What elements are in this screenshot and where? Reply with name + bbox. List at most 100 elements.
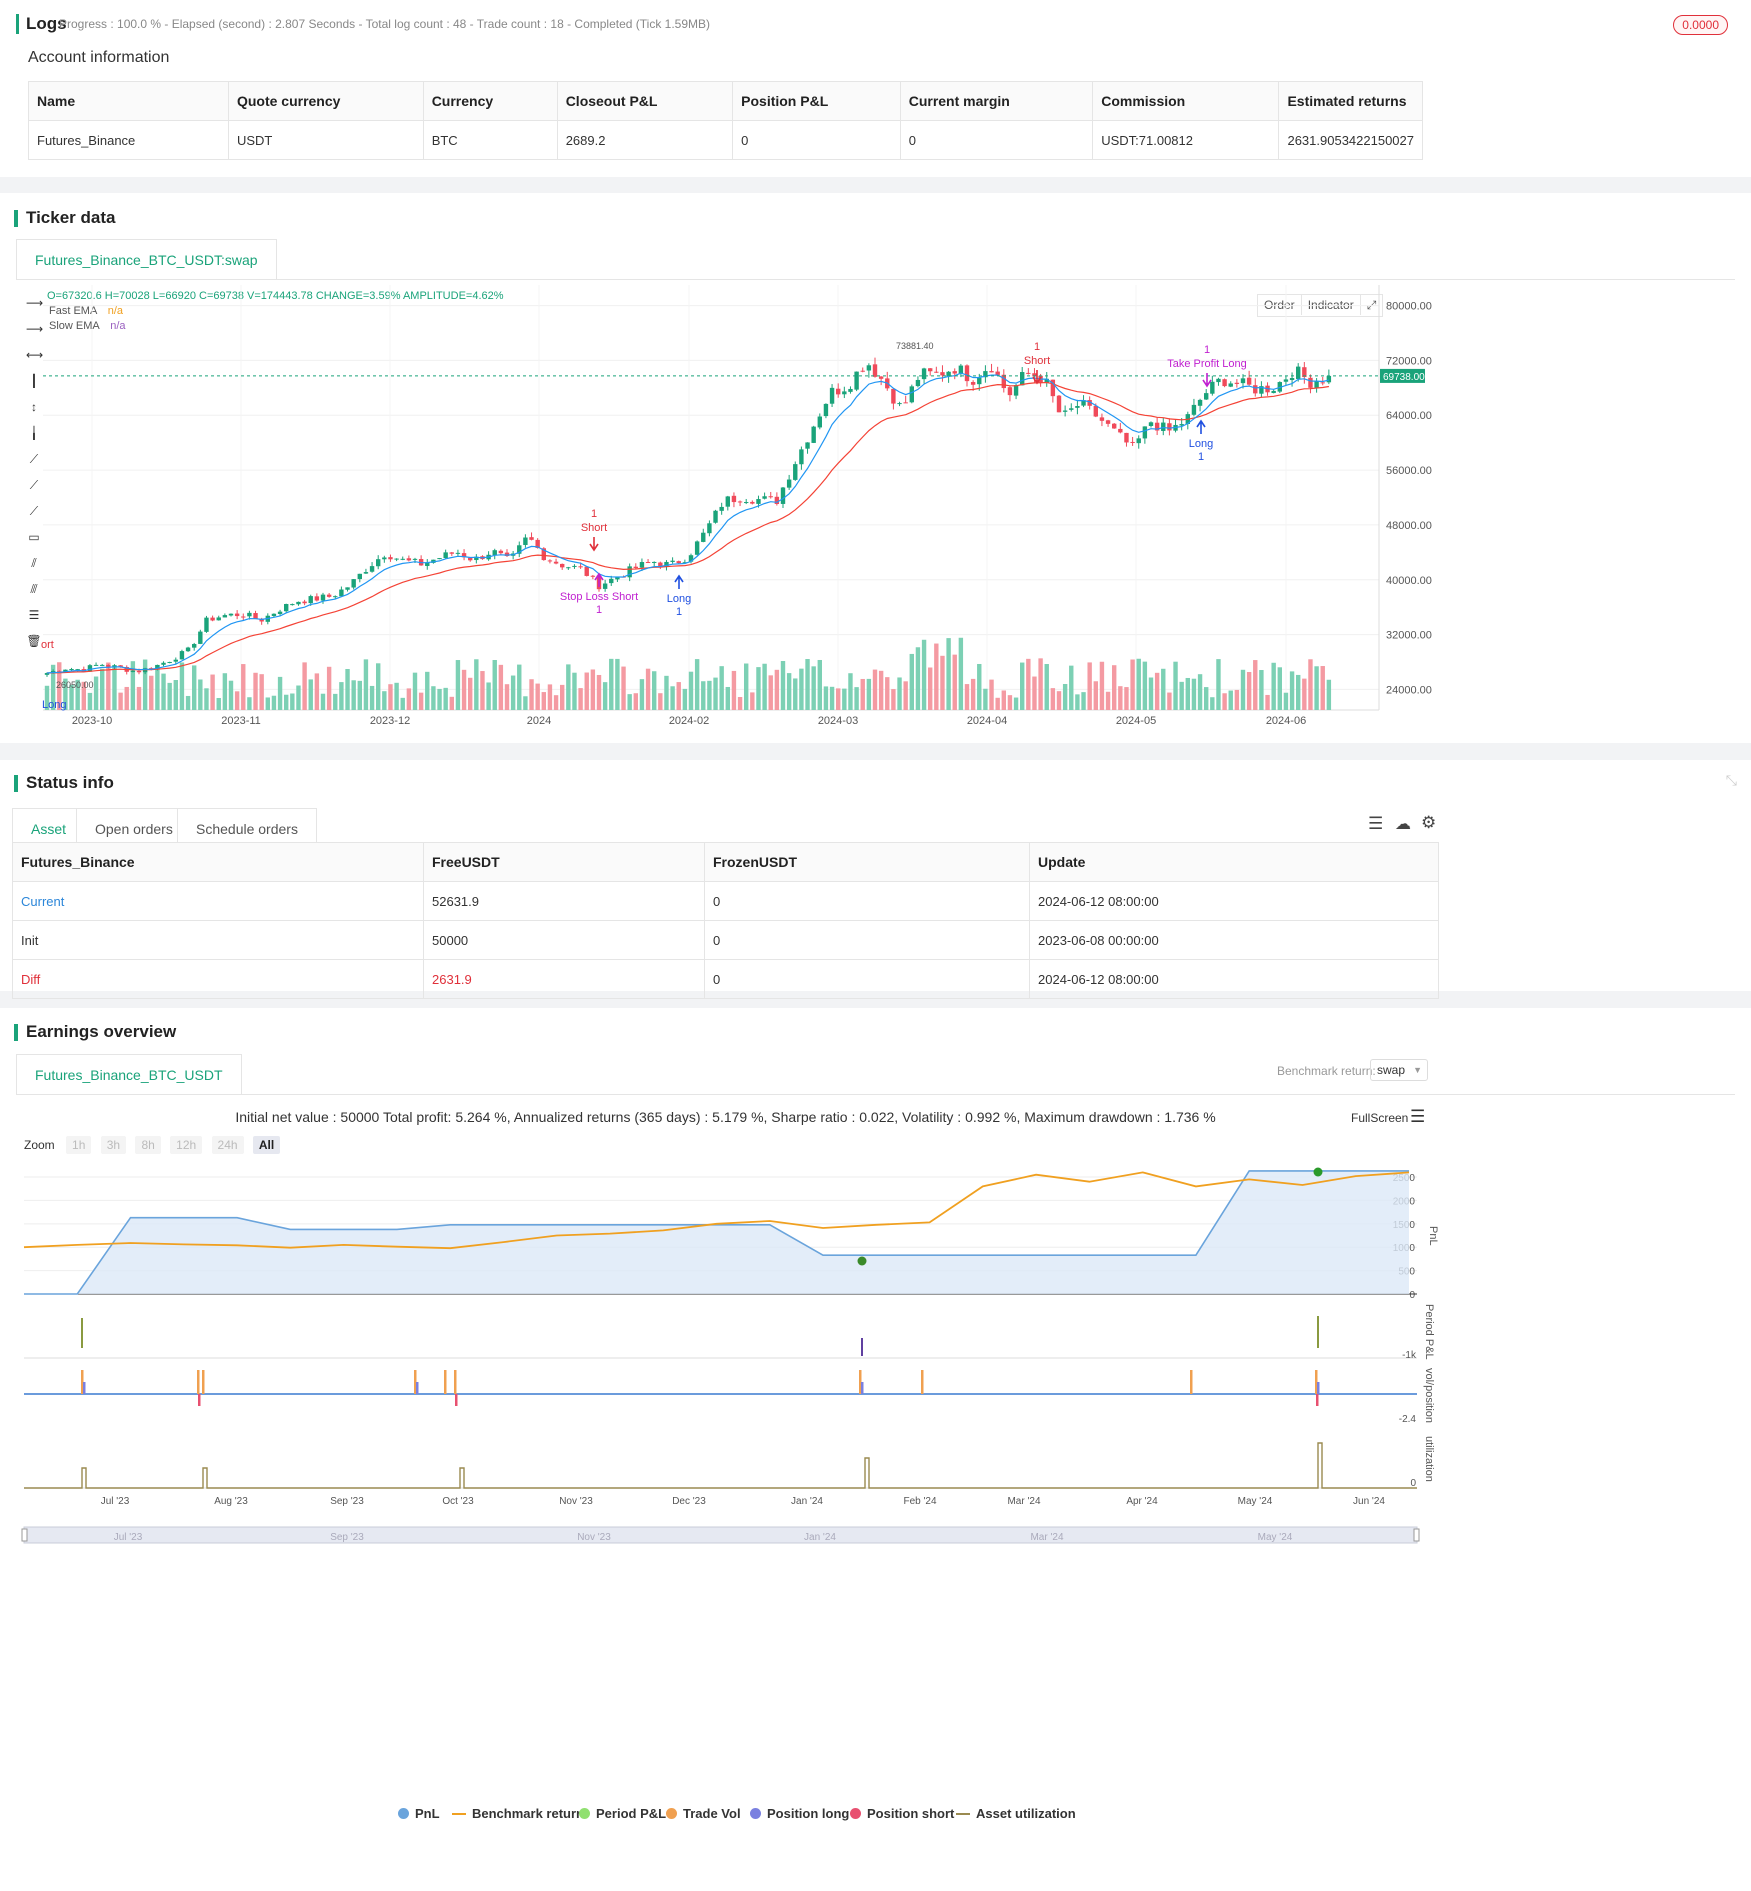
candle-body: [1326, 375, 1332, 383]
parallel-channel-icon[interactable]: ⫽: [31, 556, 37, 570]
account-cell-3: 2689.2: [556, 120, 734, 160]
candle-body: [1056, 395, 1062, 413]
legend-item-0[interactable]: PnL: [398, 1806, 440, 1821]
fullscreen-button[interactable]: FullScreen: [1351, 1111, 1409, 1125]
candle-body: [345, 587, 350, 590]
volume-bar: [1253, 660, 1258, 710]
candle-body: [817, 416, 822, 428]
benchmark-select[interactable]: swap ▼: [1370, 1059, 1428, 1081]
volume-bar: [1185, 677, 1190, 710]
ticker-tab[interactable]: Futures_Binance_BTC_USDT:swap: [16, 239, 277, 280]
zoom-1h[interactable]: 1h: [66, 1136, 92, 1154]
candle-body: [1105, 420, 1111, 424]
horizontal-ray-icon[interactable]: ⟶: [26, 322, 44, 336]
cloud-download-icon[interactable]: ☁: [1395, 816, 1411, 833]
volume-bar: [57, 662, 62, 710]
volume-bar: [1222, 693, 1227, 710]
trend-line-icon[interactable]: ⟋: [29, 452, 39, 466]
legend-swatch: [666, 1808, 677, 1819]
account-col-0: Name: [28, 81, 229, 121]
volume-bar: [1148, 677, 1154, 710]
candle-body: [1253, 385, 1258, 394]
short-annotation-1-arrow: [589, 537, 599, 552]
zoom-3h[interactable]: 3h: [100, 1136, 127, 1154]
volume-bar: [1130, 659, 1135, 710]
position-short-bar: [198, 1394, 201, 1406]
asset-col-free: FreeUSDT: [423, 842, 705, 882]
navigator-tick: Sep '23: [330, 1532, 364, 1543]
trash-icon[interactable]: 🗑: [26, 634, 42, 648]
candle-body: [977, 377, 982, 385]
volume-bar: [437, 688, 442, 710]
earnings-title: Earnings overview: [13, 1022, 177, 1041]
candle-body: [1032, 373, 1037, 377]
row-init-free: 50000: [423, 920, 705, 960]
ray-line-icon[interactable]: ⟋: [29, 478, 39, 492]
earnings-tab[interactable]: Futures_Binance_BTC_USDT: [16, 1054, 242, 1095]
volume-bar: [897, 677, 902, 710]
volume-bar: [934, 643, 939, 710]
table-header: Name Quote currency Currency Closeout P&L Po…: [28, 81, 1423, 121]
segment-icon[interactable]: ⟋: [29, 504, 39, 518]
legend-item-2[interactable]: Period P&L: [579, 1806, 666, 1821]
volume-bar: [701, 681, 706, 710]
vertical-segment-icon[interactable]: ╽: [30, 426, 38, 440]
volume-bar: [198, 679, 203, 710]
vertical-line-icon[interactable]: ┃: [30, 374, 38, 388]
collapse-icon[interactable]: ⤡: [1725, 772, 1737, 788]
price-label-icon[interactable]: ▭: [28, 530, 40, 544]
candle-body: [234, 613, 240, 617]
fib-retracement-icon[interactable]: ☰: [28, 608, 40, 622]
trade-vol-bar: [414, 1370, 417, 1394]
candle-body: [805, 442, 810, 449]
volume-bar: [1124, 687, 1129, 710]
list-icon[interactable]: ☰: [1368, 814, 1384, 833]
logs-title[interactable]: Logs: [26, 14, 67, 33]
row-init-update: 2023-06-08 00:00:00: [1029, 920, 1439, 960]
candle-body: [1259, 386, 1264, 394]
legend-label: Period P&L: [596, 1806, 667, 1821]
candle-body: [1167, 423, 1172, 431]
row-current-label[interactable]: Current: [12, 881, 424, 921]
legend-item-6[interactable]: Asset utilization: [956, 1806, 1076, 1821]
legend-label: Position long: [767, 1806, 850, 1821]
pitchfork-icon[interactable]: ⫻: [30, 582, 38, 596]
candle-body: [222, 615, 228, 618]
candle-body: [106, 664, 111, 667]
legend-item-3[interactable]: Trade Vol: [666, 1806, 741, 1821]
vertical-arrow-icon[interactable]: ↕: [31, 400, 37, 414]
zoom-8h[interactable]: 8h: [135, 1136, 161, 1154]
volume-bar: [210, 674, 215, 710]
candle-body: [167, 661, 172, 663]
volume-bar: [468, 677, 473, 710]
volume-bar: [1283, 692, 1289, 710]
order-button[interactable]: Order: [1258, 295, 1302, 315]
volume-bar: [1228, 690, 1233, 710]
volume-bar: [1277, 667, 1282, 710]
zoom-all[interactable]: All: [252, 1136, 281, 1154]
candle-body: [277, 611, 283, 614]
volume-bar: [161, 673, 166, 710]
expand-icon[interactable]: ⤢: [1366, 298, 1377, 312]
long-annotation-2-arrow: [1196, 419, 1206, 434]
zoom-12h[interactable]: 12h: [170, 1136, 203, 1154]
long-annotation-1-label: Long: [667, 593, 691, 605]
legend-item-5[interactable]: Position short: [850, 1806, 954, 1821]
menu-icon[interactable]: ☰: [1410, 1107, 1426, 1126]
horizontal-line-icon[interactable]: ⟶: [26, 296, 44, 310]
volume-bar: [382, 691, 387, 710]
extended-line-icon[interactable]: ⟷: [26, 348, 44, 362]
legend-item-4[interactable]: Position long: [750, 1806, 849, 1821]
volume-bar: [1081, 692, 1086, 710]
zoom-24h[interactable]: 24h: [211, 1136, 244, 1154]
account-col-2: Currency: [422, 81, 558, 121]
candle-body: [1020, 372, 1025, 386]
indicator-button[interactable]: Indicator: [1302, 295, 1361, 315]
settings-icon[interactable]: ⚙: [1421, 813, 1437, 832]
short-annotation-2-count: 1: [1034, 341, 1040, 353]
tab-divider: [16, 1094, 1735, 1095]
volume-bar: [658, 693, 663, 710]
candlestick-chart[interactable]: 80000.00 72000.00 64000.00 56000.00 48000.00…: [0, 193, 1751, 743]
legend-item-1[interactable]: Benchmark return: [452, 1806, 584, 1821]
